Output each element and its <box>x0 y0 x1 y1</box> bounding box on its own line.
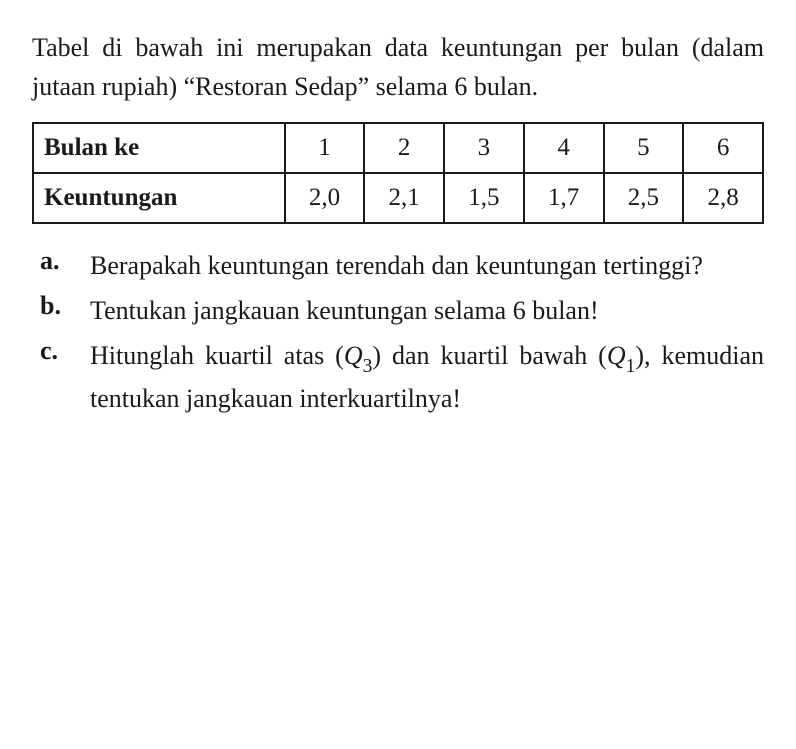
row-header-month: Bulan ke <box>33 123 285 173</box>
question-list: a. Berapakah keuntungan terendah dan keu… <box>32 246 764 418</box>
question-a: a. Berapakah keuntungan terendah dan keu… <box>40 246 764 285</box>
question-c: c. Hitunglah kuartil atas (Q3) dan kuart… <box>40 336 764 418</box>
question-text-b: Tentukan jangkauan keuntungan selama 6 b… <box>90 291 764 330</box>
q3-subscript: 3 <box>363 356 373 377</box>
table-cell: 6 <box>683 123 763 173</box>
table-row: Keuntungan 2,0 2,1 1,5 1,7 2,5 2,8 <box>33 173 763 223</box>
q1-subscript: 1 <box>626 356 636 377</box>
table-cell: 5 <box>604 123 684 173</box>
q1-symbol: Q <box>607 341 626 370</box>
qc-pre: Hitunglah kuartil atas ( <box>90 341 344 370</box>
question-label-b: b. <box>40 291 90 321</box>
table-row: Bulan ke 1 2 3 4 5 6 <box>33 123 763 173</box>
row-header-profit: Keuntungan <box>33 173 285 223</box>
intro-paragraph: Tabel di bawah ini merupakan data keuntu… <box>32 28 764 106</box>
table-cell: 2,0 <box>285 173 365 223</box>
q3-symbol: Q <box>344 341 363 370</box>
question-label-c: c. <box>40 336 90 366</box>
table-cell: 1,5 <box>444 173 524 223</box>
table-cell: 2,8 <box>683 173 763 223</box>
question-b: b. Tentukan jangkauan keuntungan selama … <box>40 291 764 330</box>
qc-mid: ) dan kuartil bawah ( <box>372 341 606 370</box>
question-text-a: Berapakah keuntungan terendah dan keuntu… <box>90 246 764 285</box>
data-table-container: Bulan ke 1 2 3 4 5 6 Keuntungan 2,0 2,1 … <box>32 122 764 224</box>
table-cell: 3 <box>444 123 524 173</box>
table-cell: 2,1 <box>364 173 444 223</box>
table-cell: 2,5 <box>604 173 684 223</box>
question-text-c: Hitunglah kuartil atas (Q3) dan kuartil … <box>90 336 764 418</box>
profit-table: Bulan ke 1 2 3 4 5 6 Keuntungan 2,0 2,1 … <box>32 122 764 224</box>
table-cell: 4 <box>524 123 604 173</box>
table-cell: 1,7 <box>524 173 604 223</box>
table-cell: 1 <box>285 123 365 173</box>
question-label-a: a. <box>40 246 90 276</box>
table-cell: 2 <box>364 123 444 173</box>
